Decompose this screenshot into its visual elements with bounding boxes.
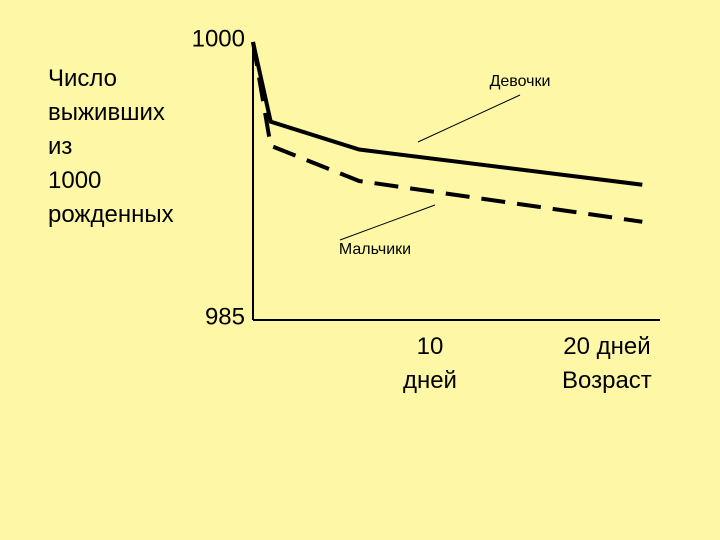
series-line <box>251 41 643 187</box>
series-label: Девочки <box>490 73 551 90</box>
pointer <box>339 204 436 241</box>
pointer <box>417 94 521 143</box>
y-tick-label: 985 <box>205 303 245 330</box>
x-axis-label: Возраст <box>562 367 652 394</box>
x-tick-label: 10 дней <box>402 333 457 394</box>
y-axis-label: Число выживших из 1000 рожденных <box>48 65 174 228</box>
series-label: Мальчики <box>339 241 411 258</box>
y-tick-label: 1000 <box>192 25 245 52</box>
x-tick-label: 20 дней <box>563 333 651 360</box>
series-line <box>251 41 643 224</box>
